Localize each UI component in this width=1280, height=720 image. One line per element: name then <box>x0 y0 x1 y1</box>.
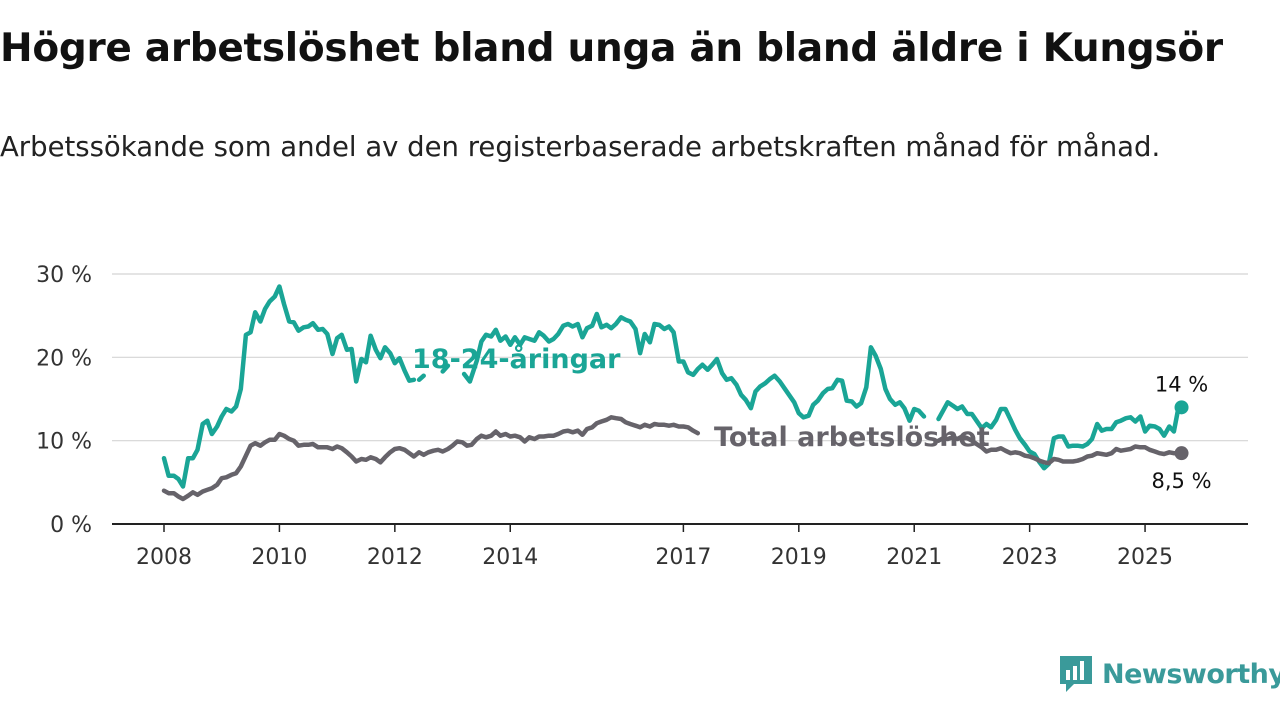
newsworthy-logo[interactable]: Newsworthy <box>1058 654 1280 694</box>
series-line-total <box>161 415 1181 502</box>
y-tick-label: 0 % <box>50 513 92 538</box>
end-label-total: 8,5 % <box>1152 469 1212 493</box>
x-tick-label: 2025 <box>1117 545 1173 570</box>
end-point-total <box>1174 446 1189 461</box>
x-tick-label: 2021 <box>886 545 942 570</box>
x-tick-label: 2014 <box>482 545 538 570</box>
x-tick-label: 2012 <box>367 545 423 570</box>
x-tick-label: 2008 <box>136 545 192 570</box>
series-label-total: Total arbetslöshet <box>714 422 990 453</box>
end-point-youth <box>1174 400 1189 415</box>
x-tick-label: 2017 <box>655 545 711 570</box>
y-tick-label: 20 % <box>36 346 92 371</box>
newsworthy-logo-icon <box>1060 656 1092 692</box>
y-tick-label: 30 % <box>36 263 92 288</box>
x-tick-label: 2019 <box>771 545 827 570</box>
x-tick-label: 2023 <box>1002 545 1058 570</box>
y-tick-label: 10 % <box>36 430 92 455</box>
chart-subtitle: Arbetssökande som andel av den registerb… <box>0 131 1161 163</box>
x-tick-label: 2010 <box>251 545 307 570</box>
series-line-youth <box>161 284 1181 489</box>
newsworthy-logo-text: Newsworthy <box>1102 658 1280 690</box>
chart-title: Högre arbetslöshet bland unga än bland ä… <box>0 26 1223 71</box>
end-label-youth: 14 % <box>1155 372 1208 396</box>
series-label-youth: 18-24-åringar <box>412 343 621 375</box>
